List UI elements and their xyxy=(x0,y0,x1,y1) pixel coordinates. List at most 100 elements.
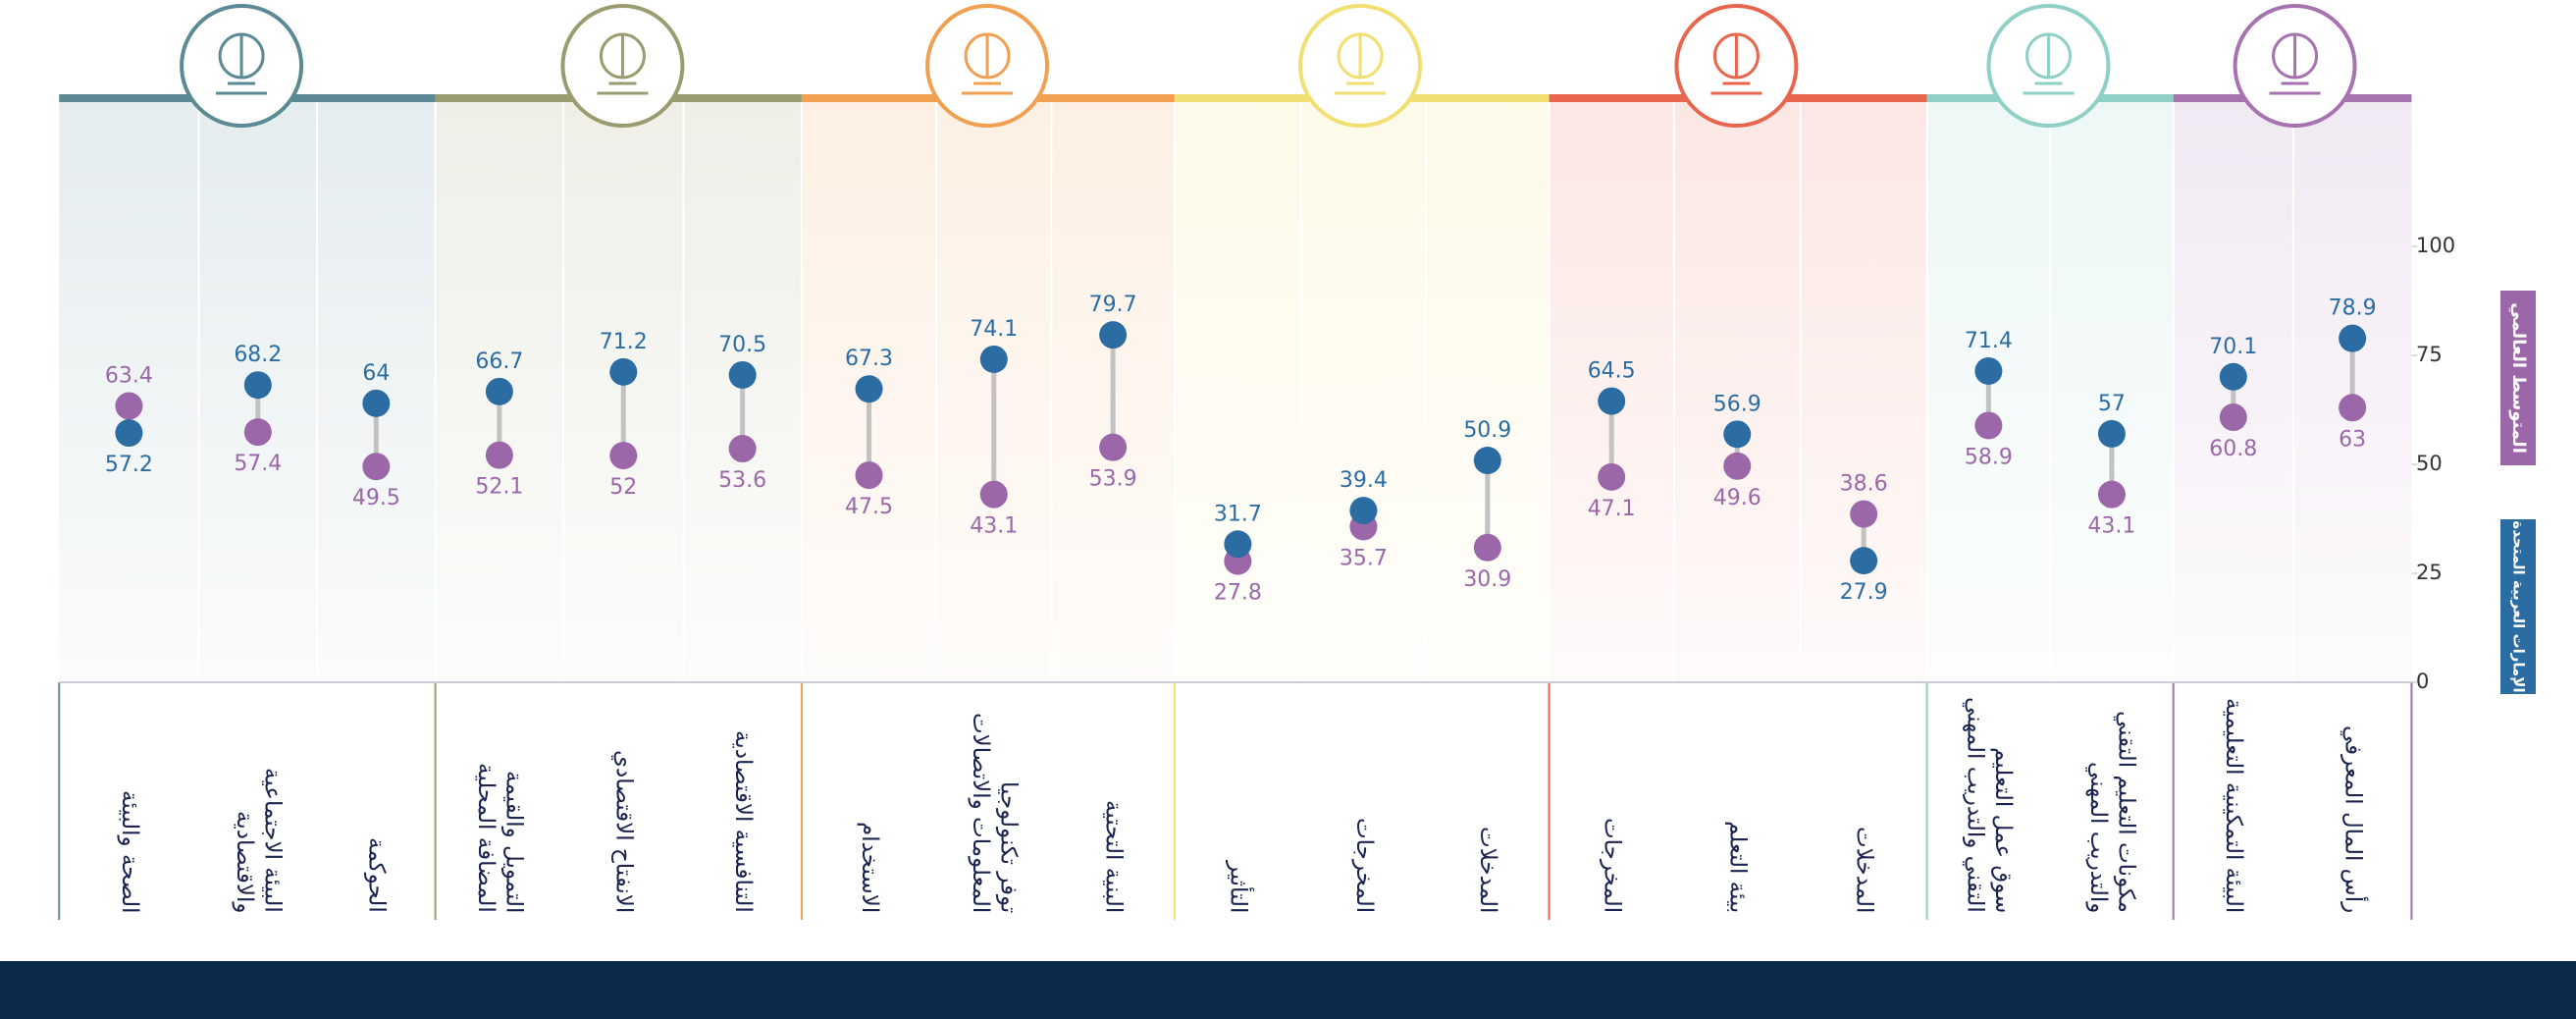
x-tick-label: رأس المال المعرفي xyxy=(2339,724,2366,913)
category-label-box: التمويل والقيمة المضافة المحلية xyxy=(436,689,564,913)
legend-label: المتوسط العالمي xyxy=(2508,302,2529,454)
value-label: 79.7 xyxy=(1089,293,1137,317)
legend-swatch xyxy=(2500,291,2536,465)
icon-part xyxy=(2269,34,2321,95)
dot xyxy=(1473,447,1501,475)
value-label: 58.9 xyxy=(1965,445,2013,469)
group-icon xyxy=(962,32,1014,95)
value-label: 43.1 xyxy=(2087,514,2135,539)
dot xyxy=(485,377,513,405)
dot xyxy=(2219,362,2247,391)
category-label-box: المخرجات xyxy=(1301,689,1426,913)
y-tick-label: 25 xyxy=(2416,561,2443,584)
dot xyxy=(115,392,143,420)
category-label-box: الصحة والبيئة xyxy=(59,689,198,914)
icon-part xyxy=(2023,34,2075,95)
category-label-box: البيئة التمكينية التعليمية xyxy=(2174,689,2293,913)
x-tick-label: التنافسية الاقتصادية xyxy=(730,730,756,913)
dot xyxy=(115,419,143,448)
dot xyxy=(2097,419,2126,448)
group-icon xyxy=(2269,32,2321,95)
value-label: 68.2 xyxy=(234,343,282,367)
category-label-box: التنافسية الاقتصادية xyxy=(683,689,802,913)
value-label: 47.1 xyxy=(1588,497,1636,521)
dot xyxy=(855,461,883,490)
legend-swatch xyxy=(2500,519,2536,694)
dot xyxy=(979,480,1008,509)
value-label: 70.1 xyxy=(2209,335,2257,359)
y-tick-label: 75 xyxy=(2416,343,2443,366)
value-label: 60.8 xyxy=(2209,437,2257,461)
dot xyxy=(362,389,391,417)
dot xyxy=(1723,452,1752,480)
x-tick-label: البيئة التمكينية التعليمية xyxy=(2221,697,2247,913)
value-label: 52 xyxy=(609,475,637,500)
x-tick-label: الصحة والبيئة xyxy=(116,789,142,914)
dot xyxy=(728,360,757,389)
group-icon xyxy=(2023,32,2075,95)
dot xyxy=(1224,530,1252,559)
value-label: 43.1 xyxy=(970,514,1018,539)
group-icon xyxy=(597,32,649,95)
x-tick-label: بيئة التعلم xyxy=(1724,820,1751,913)
dot xyxy=(609,442,638,470)
icon-part xyxy=(216,34,268,95)
value-label: 31.7 xyxy=(1214,502,1262,526)
dot xyxy=(979,345,1008,373)
dot xyxy=(1850,500,1878,528)
group-icon xyxy=(1710,32,1762,95)
group-icon xyxy=(1335,32,1387,95)
legend-label: الإمارات العربية المتحدة xyxy=(2510,520,2528,692)
value-label: 49.5 xyxy=(352,486,400,510)
value-label: 71.4 xyxy=(1965,329,2013,353)
category-label-box: الاستخدام xyxy=(802,689,936,913)
dot xyxy=(1598,462,1626,491)
y-tick-label: 50 xyxy=(2416,452,2443,475)
value-label: 49.6 xyxy=(1713,486,1761,510)
group-background xyxy=(1174,98,1550,682)
value-label: 57 xyxy=(2098,392,2126,416)
value-label: 67.3 xyxy=(845,347,893,371)
value-label: 35.7 xyxy=(1340,546,1388,570)
value-label: 52.1 xyxy=(475,475,523,500)
value-label: 27.9 xyxy=(1840,580,1888,605)
x-tick-label: سوق عمل التعليم التقني والتدريب المهني xyxy=(1962,697,2017,913)
dot xyxy=(362,453,391,481)
x-tick-label: الاستخدام xyxy=(856,821,882,913)
y-tick-label: 0 xyxy=(2416,670,2429,693)
x-tick-label: الانفتاح الاقتصادي xyxy=(610,749,637,913)
dot xyxy=(1598,387,1626,415)
value-label: 63 xyxy=(2339,427,2366,452)
value-label: 47.5 xyxy=(845,495,893,519)
dot xyxy=(728,435,757,463)
value-label: 27.8 xyxy=(1214,581,1262,606)
value-label: 39.4 xyxy=(1340,468,1388,493)
value-label: 53.6 xyxy=(718,468,766,493)
category-label-box: بيئة التعلم xyxy=(1674,689,1801,913)
icon-part xyxy=(1710,34,1762,95)
x-tick-label: المدخلات xyxy=(1851,826,1877,913)
x-tick-label: المخرجات xyxy=(1350,817,1377,913)
category-label-box: المدخلات xyxy=(1801,689,1927,913)
value-label: 30.9 xyxy=(1463,567,1511,592)
dot xyxy=(2339,394,2367,422)
value-label: 63.4 xyxy=(105,364,153,389)
icon-part xyxy=(597,34,649,95)
dot xyxy=(243,371,272,400)
dot xyxy=(855,375,883,403)
x-tick-label: التأثير xyxy=(1225,860,1251,913)
icon-part xyxy=(962,34,1014,95)
value-label: 64.5 xyxy=(1588,359,1636,384)
category-label-box: التأثير xyxy=(1175,689,1301,913)
value-label: 53.9 xyxy=(1089,467,1137,492)
dot xyxy=(1974,356,2003,385)
group-icon xyxy=(216,32,268,95)
value-label: 38.6 xyxy=(1840,472,1888,497)
dot xyxy=(1473,533,1501,562)
value-label: 56.9 xyxy=(1713,392,1761,416)
category-label-box: توفر تكنولوجيا المعلومات والاتصالات xyxy=(936,689,1051,913)
dot xyxy=(2219,403,2247,432)
value-label: 71.2 xyxy=(600,330,648,354)
dot xyxy=(2097,480,2126,509)
